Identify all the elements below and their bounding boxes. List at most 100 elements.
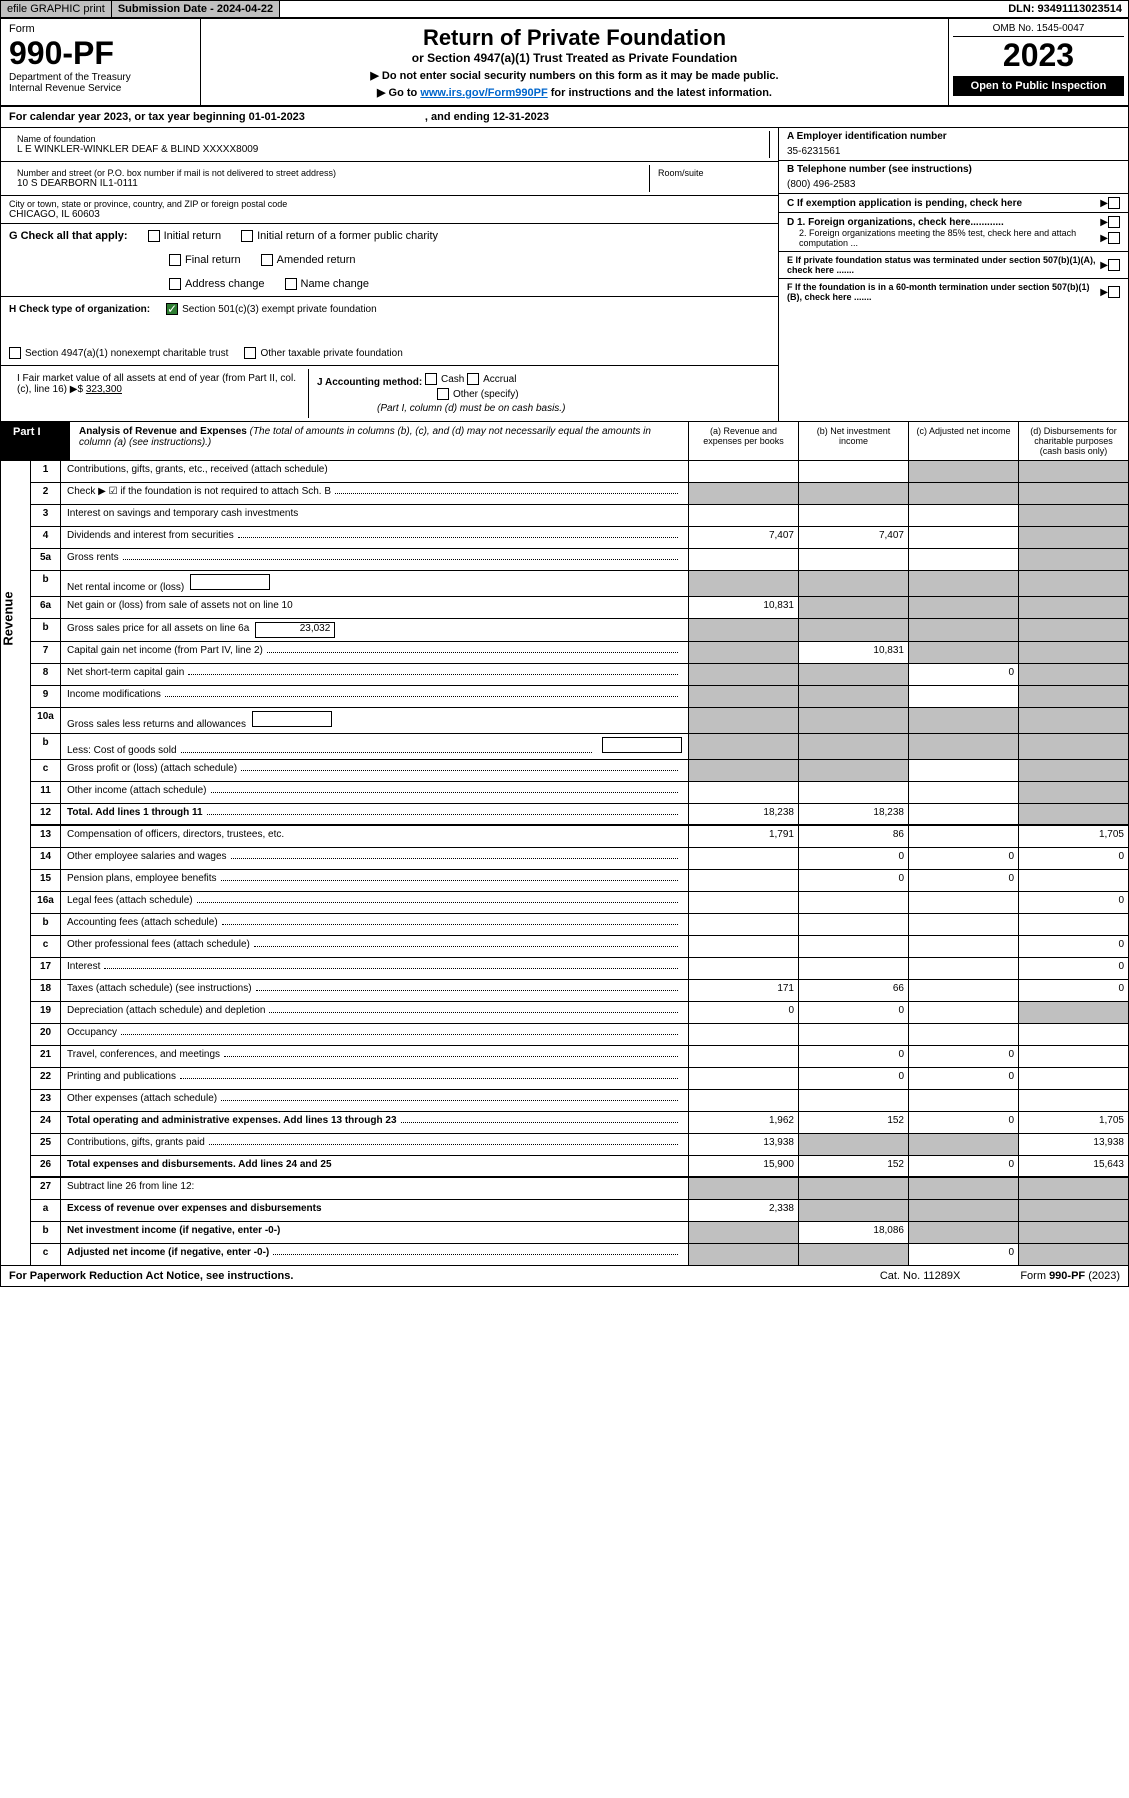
ck-other-specify[interactable]: Other (specify) (437, 388, 519, 400)
value-cell (798, 1244, 908, 1265)
value-cell: 86 (798, 826, 908, 847)
ck-address-change[interactable]: Address change (169, 278, 265, 290)
value-cell (908, 1024, 1018, 1045)
footer-cat-no: Cat. No. 11289X (880, 1270, 961, 1282)
value-cell (908, 461, 1018, 482)
ck-accrual[interactable]: Accrual (467, 373, 516, 385)
value-cell (908, 708, 1018, 733)
ein-value: 35-6231561 (787, 142, 1120, 157)
line-number: b (31, 734, 61, 759)
line-number: 1 (31, 461, 61, 482)
e-checkbox[interactable] (1108, 259, 1120, 271)
value-cell (798, 958, 908, 979)
value-cell (1018, 1222, 1128, 1243)
side-expenses-text: Operating and Administrative Expenses (0, 966, 1, 1212)
ck-amended-return[interactable]: Amended return (261, 254, 356, 266)
table-row: cAdjusted net income (if negative, enter… (31, 1244, 1128, 1266)
part1-header: Part I Analysis of Revenue and Expenses … (1, 422, 1128, 461)
line-description: Depreciation (attach schedule) and deple… (61, 1002, 688, 1023)
line-number: c (31, 760, 61, 781)
value-cell (798, 1178, 908, 1199)
value-cell: 0 (908, 1156, 1018, 1176)
header-right: OMB No. 1545-0047 2023 Open to Public In… (948, 19, 1128, 105)
ck-name-change-label: Name change (301, 278, 370, 290)
arrow-icon: ▶ (1100, 217, 1108, 228)
table-row: 3Interest on savings and temporary cash … (31, 505, 1128, 527)
form-title: Return of Private Foundation (211, 25, 938, 51)
open-inspection: Open to Public Inspection (953, 76, 1124, 96)
f-checkbox[interactable] (1108, 286, 1120, 298)
ck-final-return[interactable]: Final return (169, 254, 241, 266)
ck-name-change[interactable]: Name change (285, 278, 370, 290)
tax-year: 2023 (953, 37, 1124, 74)
value-cell (1018, 549, 1128, 570)
ck-cash[interactable]: Cash (425, 373, 464, 385)
value-cell (908, 1178, 1018, 1199)
value-cell (908, 642, 1018, 663)
line-number: 18 (31, 980, 61, 1001)
value-cell (1018, 571, 1128, 596)
line-number: 3 (31, 505, 61, 526)
ck-other-taxable-label: Other taxable private foundation (260, 348, 402, 359)
value-cell: 7,407 (688, 527, 798, 548)
d2-checkbox[interactable] (1108, 232, 1120, 244)
part1-label: Part I (1, 422, 71, 460)
line-description: Adjusted net income (if negative, enter … (61, 1244, 688, 1265)
submission-date: Submission Date - 2024-04-22 (112, 1, 280, 17)
line-number: c (31, 1244, 61, 1265)
line-description: Less: Cost of goods sold (61, 734, 688, 759)
arrow-icon: ▶ (1100, 233, 1108, 244)
value-cell: 18,238 (798, 804, 908, 824)
city-label: City or town, state or province, country… (9, 199, 770, 209)
calendar-pre: For calendar year 2023, or tax year begi… (9, 111, 305, 123)
value-cell: 0 (1018, 936, 1128, 957)
ck-4947a1[interactable]: Section 4947(a)(1) nonexempt charitable … (9, 347, 228, 359)
value-cell (1018, 804, 1128, 824)
value-cell (798, 1200, 908, 1221)
name-label: Name of foundation (17, 134, 761, 144)
ein-label: A Employer identification number (787, 131, 1120, 142)
value-cell (688, 1222, 798, 1243)
value-cell (1018, 483, 1128, 504)
value-cell (1018, 734, 1128, 759)
ck-501c3[interactable]: Section 501(c)(3) exempt private foundat… (166, 303, 377, 315)
value-cell: 0 (908, 848, 1018, 869)
form990pf-link[interactable]: www.irs.gov/Form990PF (420, 87, 547, 99)
part1-body: Revenue Operating and Administrative Exp… (1, 461, 1128, 1266)
table-row: 14Other employee salaries and wages000 (31, 848, 1128, 870)
table-row: 2Check ▶ ☑ if the foundation is not requ… (31, 483, 1128, 505)
line-number: 13 (31, 826, 61, 847)
c-checkbox[interactable] (1108, 197, 1120, 209)
info-left: Name of foundation L E WINKLER-WINKLER D… (1, 128, 778, 421)
table-row: bLess: Cost of goods sold (31, 734, 1128, 760)
line-description: Other expenses (attach schedule) (61, 1090, 688, 1111)
dept-treasury: Department of the Treasury (9, 72, 192, 83)
d1-checkbox[interactable] (1108, 216, 1120, 228)
value-cell (1018, 1244, 1128, 1265)
d1-label: D 1. Foreign organizations, check here..… (787, 217, 1100, 228)
value-cell (1018, 619, 1128, 641)
part1-title: Analysis of Revenue and Expenses (79, 426, 247, 437)
line-description: Printing and publications (61, 1068, 688, 1089)
table-row: 24Total operating and administrative exp… (31, 1112, 1128, 1134)
value-cell: 152 (798, 1112, 908, 1133)
value-cell (688, 664, 798, 685)
dln: DLN: 93491113023514 (1002, 1, 1128, 17)
value-cell (908, 804, 1018, 824)
footer: For Paperwork Reduction Act Notice, see … (1, 1266, 1128, 1286)
value-cell (908, 782, 1018, 803)
ck-other-taxable[interactable]: Other taxable private foundation (244, 347, 402, 359)
header-left: Form 990-PF Department of the Treasury I… (1, 19, 201, 105)
value-cell (688, 1068, 798, 1089)
ck-initial-former[interactable]: Initial return of a former public charit… (241, 230, 438, 242)
value-cell (908, 597, 1018, 618)
value-cell (908, 527, 1018, 548)
ck-initial-return[interactable]: Initial return (148, 230, 221, 242)
table-row: 8Net short-term capital gain0 (31, 664, 1128, 686)
value-cell (688, 708, 798, 733)
value-cell (688, 958, 798, 979)
value-cell (688, 1024, 798, 1045)
value-cell (908, 1002, 1018, 1023)
value-cell (908, 1134, 1018, 1155)
calendar-year-row: For calendar year 2023, or tax year begi… (1, 107, 1128, 128)
